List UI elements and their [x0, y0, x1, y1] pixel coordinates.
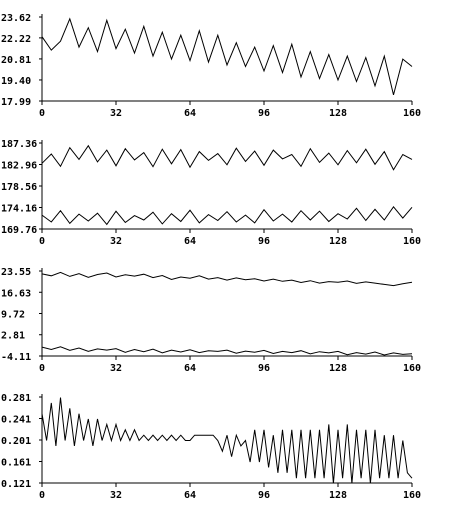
- y-tick-label: 20.81: [1, 55, 31, 66]
- x-tick-label: 128: [329, 108, 347, 119]
- x-tick-label: 32: [110, 490, 122, 501]
- y-tick-label: 23.55: [1, 267, 31, 278]
- y-tick-label: -4.11: [1, 352, 31, 363]
- y-tick-label: 22.22: [1, 34, 31, 45]
- y-tick-label: 178.56: [1, 182, 37, 193]
- x-tick-label: 96: [258, 490, 270, 501]
- chart-panel-2: 169.76 174.16 178.56 182.96 187.36 0 32 64 96 128…: [1, 139, 421, 247]
- series-line-1: [41, 144, 413, 171]
- series-line-2: [41, 205, 413, 226]
- y-tick-label: 182.96: [1, 161, 37, 172]
- x-tick-label: 0: [39, 490, 45, 501]
- x-tick-label: 160: [403, 108, 421, 119]
- x-tick-label: 96: [258, 108, 270, 119]
- x-tick-label: 64: [184, 363, 196, 374]
- y-tick-label: 9.72: [1, 310, 25, 321]
- y-tick-label: 23.62: [1, 13, 31, 24]
- x-tick-label: 160: [403, 490, 421, 501]
- x-tick-label: 32: [110, 236, 122, 247]
- y-tick-label: 17.99: [1, 97, 31, 108]
- y-tick-label: 0.201: [1, 436, 31, 447]
- series-line-1: [41, 17, 413, 96]
- y-tick-label: 16.63: [1, 288, 31, 299]
- x-tick-label: 64: [184, 236, 196, 247]
- y-tick-label: 0.161: [1, 458, 31, 469]
- y-tick-label: 2.81: [1, 331, 25, 342]
- x-tick-label: 32: [110, 108, 122, 119]
- x-tick-label: 96: [258, 363, 270, 374]
- y-tick-label: 169.76: [1, 225, 37, 236]
- x-tick-label: 128: [329, 490, 347, 501]
- chart-panel-3: -4.11 2.81 9.72 16.63 23.55 0 32 64 96 128 160: [1, 267, 421, 374]
- y-tick-label: 0.241: [1, 415, 31, 426]
- x-tick-label: 160: [403, 236, 421, 247]
- y-tick-label: 19.40: [1, 76, 31, 87]
- x-tick-label: 160: [403, 363, 421, 374]
- y-tick-label: 187.36: [1, 139, 37, 150]
- x-tick-label: 96: [258, 236, 270, 247]
- chart-panel-4: 0.121 0.161 0.201 0.241 0.281 0 32 64 96 128 160: [1, 393, 421, 501]
- x-tick-label: 128: [329, 236, 347, 247]
- y-tick-label: 0.121: [1, 479, 31, 490]
- x-tick-label: 128: [329, 363, 347, 374]
- x-tick-label: 0: [39, 363, 45, 374]
- chart-panel-1: 17.99 19.40 20.81 22.22 23.62 0 32 64 96 128 160: [1, 13, 421, 119]
- series-line-1: [41, 271, 413, 287]
- y-tick-label: 174.16: [1, 204, 37, 215]
- series-line-1: [41, 397, 413, 484]
- x-tick-label: 0: [39, 236, 45, 247]
- series-line-2: [41, 346, 413, 356]
- x-tick-label: 32: [110, 363, 122, 374]
- y-tick-label: 0.281: [1, 393, 31, 404]
- x-tick-label: 0: [39, 108, 45, 119]
- x-tick-label: 64: [184, 490, 196, 501]
- x-tick-label: 64: [184, 108, 196, 119]
